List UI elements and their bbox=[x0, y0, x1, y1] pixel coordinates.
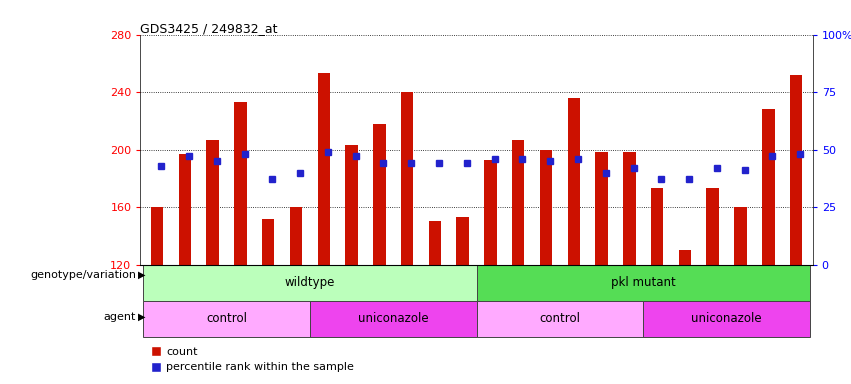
Bar bbox=[678, 250, 691, 265]
Bar bbox=[151, 207, 163, 265]
Bar bbox=[477, 301, 643, 337]
Text: control: control bbox=[206, 312, 247, 325]
Bar bbox=[373, 124, 386, 265]
Bar bbox=[429, 222, 441, 265]
Bar bbox=[512, 139, 524, 265]
Bar bbox=[477, 265, 810, 301]
Text: pkl mutant: pkl mutant bbox=[611, 276, 676, 289]
Bar bbox=[568, 98, 580, 265]
Bar bbox=[179, 154, 191, 265]
Bar bbox=[262, 218, 275, 265]
Bar bbox=[734, 207, 746, 265]
Text: uniconazole: uniconazole bbox=[691, 312, 762, 325]
Bar bbox=[790, 75, 802, 265]
Bar bbox=[207, 139, 219, 265]
Bar bbox=[706, 189, 719, 265]
Bar bbox=[643, 301, 810, 337]
Bar bbox=[456, 217, 469, 265]
Text: ▶: ▶ bbox=[138, 312, 146, 322]
Text: ▶: ▶ bbox=[138, 270, 146, 280]
Bar bbox=[143, 301, 310, 337]
Text: control: control bbox=[540, 312, 580, 325]
Bar bbox=[623, 152, 636, 265]
Text: wildtype: wildtype bbox=[285, 276, 335, 289]
Bar bbox=[310, 301, 477, 337]
Legend: count, percentile rank within the sample: count, percentile rank within the sample bbox=[146, 343, 358, 377]
Bar bbox=[289, 207, 302, 265]
Text: agent: agent bbox=[104, 312, 136, 322]
Bar bbox=[317, 73, 330, 265]
Bar bbox=[234, 102, 247, 265]
Bar bbox=[143, 265, 477, 301]
Text: GDS3425 / 249832_at: GDS3425 / 249832_at bbox=[140, 22, 278, 35]
Text: uniconazole: uniconazole bbox=[358, 312, 429, 325]
Bar bbox=[762, 109, 774, 265]
Bar bbox=[401, 92, 414, 265]
Bar bbox=[540, 150, 552, 265]
Bar bbox=[484, 160, 497, 265]
Bar bbox=[596, 152, 608, 265]
Text: genotype/variation: genotype/variation bbox=[30, 270, 136, 280]
Bar bbox=[346, 145, 357, 265]
Bar bbox=[651, 189, 664, 265]
